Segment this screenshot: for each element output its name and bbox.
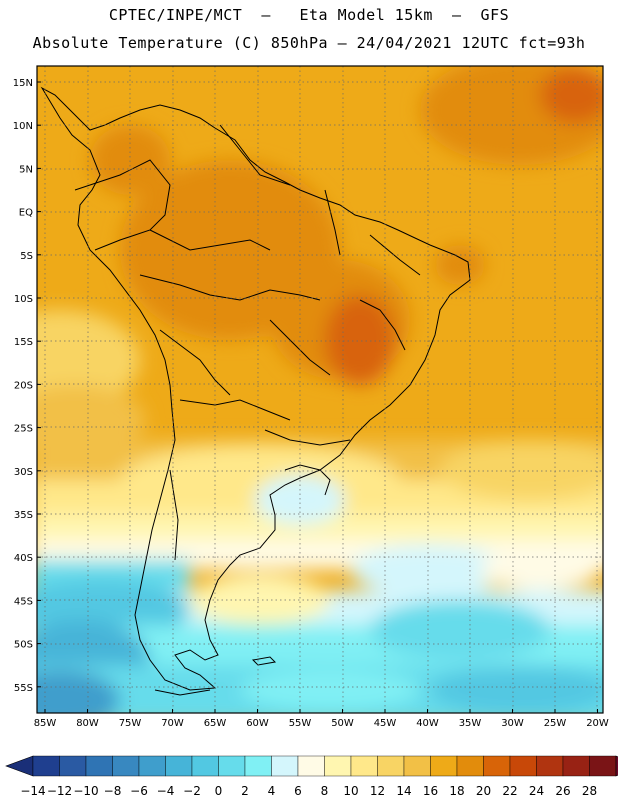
colorbar-swatch xyxy=(165,755,193,777)
lon-tick-label: 65W xyxy=(204,718,227,729)
lon-tick-label: 40W xyxy=(416,718,439,729)
coastline-outline xyxy=(40,86,471,696)
lon-tick-label: 75W xyxy=(119,718,142,729)
colorbar-swatch xyxy=(271,755,299,777)
lat-tick-label: 15N xyxy=(13,78,33,89)
colorbar-tick-label: 0 xyxy=(215,784,223,798)
colorbar-swatch xyxy=(324,755,352,777)
lon-tick-label: 55W xyxy=(289,718,312,729)
colorbar-swatch xyxy=(377,755,405,777)
colorbar-tick-label: 16 xyxy=(423,784,438,798)
colorbar-tick-label: 14 xyxy=(396,784,411,798)
colorbar-tick-label: −10 xyxy=(73,784,98,798)
colorbar-tick-label: −12 xyxy=(47,784,72,798)
colorbar-swatch xyxy=(456,755,484,777)
colorbar-tick-label: −2 xyxy=(183,784,201,798)
lon-tick-label: 20W xyxy=(586,718,609,729)
lat-tick-label: 35S xyxy=(14,510,33,521)
lat-tick-label: 25S xyxy=(14,424,33,435)
lon-tick-label: 25W xyxy=(544,718,567,729)
lat-tick-label: 5S xyxy=(20,251,33,262)
lat-tick-label: EQ xyxy=(19,208,33,219)
lon-tick-label: 60W xyxy=(246,718,269,729)
lon-tick-label: 50W xyxy=(331,718,354,729)
colorbar-swatch xyxy=(59,755,87,777)
colorbar-tick-label: 8 xyxy=(321,784,329,798)
colorbar-swatch xyxy=(138,755,166,777)
colorbar-tick-label: 26 xyxy=(555,784,570,798)
longitude-tick-labels: 85W 80W 75W 70W 65W 60W 55W 50W 45W 40W 35W 30W 25W 2… xyxy=(34,709,609,729)
lat-tick-label: 10N xyxy=(13,121,33,132)
lon-tick-label: 70W xyxy=(161,718,184,729)
lon-tick-label: 85W xyxy=(34,718,57,729)
colorbar-swatch xyxy=(297,755,325,777)
colorbar-swatch xyxy=(562,755,590,777)
colorbar-swatch xyxy=(112,755,140,777)
colorbar-tick-label: −14 xyxy=(20,784,45,798)
colorbar-swatch xyxy=(589,755,617,777)
lon-tick-label: 30W xyxy=(501,718,524,729)
colorbar-tick-label: 2 xyxy=(241,784,249,798)
colorbar-swatch xyxy=(85,755,113,777)
colorbar-swatch xyxy=(191,755,219,777)
lat-tick-label: 15S xyxy=(14,337,33,348)
colorbar-tick-label: 28 xyxy=(582,784,597,798)
lat-tick-label: 45S xyxy=(14,596,33,607)
colorbar-swatch xyxy=(32,755,60,777)
colorbar-tick-label: 20 xyxy=(476,784,491,798)
lat-tick-label: 50S xyxy=(14,640,33,651)
colorbar-tick-label: 18 xyxy=(449,784,464,798)
lat-tick-label: 55S xyxy=(14,683,33,694)
map-title-line-1: CPTEC/INPE/MCT – Eta Model 15km – GFS xyxy=(108,6,510,24)
colorbar-tick-label: 12 xyxy=(370,784,385,798)
lat-tick-label: 10S xyxy=(14,294,33,305)
colorbar-swatch xyxy=(350,755,378,777)
colorbar-under-triangle xyxy=(5,755,34,777)
colorbar-swatch xyxy=(509,755,537,777)
lon-tick-label: 80W xyxy=(76,718,99,729)
colorbar-tick-label: 6 xyxy=(294,784,302,798)
colorbar-tick-label: −8 xyxy=(104,784,122,798)
map-title-line-2: Absolute Temperature (C) 850hPa – 24/04/… xyxy=(32,34,586,52)
colorbar-tick-label: −6 xyxy=(130,784,148,798)
colorbar-tick-label: 24 xyxy=(529,784,544,798)
colorbar-swatch xyxy=(244,755,272,777)
lat-tick-label: 30S xyxy=(14,467,33,478)
colorbar-swatch xyxy=(483,755,511,777)
lon-tick-label: 35W xyxy=(459,718,482,729)
map-frame xyxy=(36,65,604,714)
colorbar-swatch xyxy=(536,755,564,777)
colorbar-swatch xyxy=(403,755,431,777)
colorbar-tick-label: −4 xyxy=(157,784,175,798)
colorbar-swatch xyxy=(218,755,246,777)
lat-tick-label: 40S xyxy=(14,553,33,564)
temperature-colorbar: −14 −12 −10 −8 −6 −4 −2 0 2 4 6 8 10 12 14 16 18 20 22 24 26… xyxy=(5,755,618,798)
colorbar-tick-label: 22 xyxy=(502,784,517,798)
lon-tick-label: 45W xyxy=(374,718,397,729)
lat-tick-label: 20S xyxy=(14,380,33,391)
lat-tick-label: 5N xyxy=(19,164,33,175)
colorbar-tick-label: 4 xyxy=(268,784,276,798)
colorbar-tick-label: 10 xyxy=(343,784,358,798)
latitude-tick-labels: 15N 10N 5N EQ 5S 10S 15S 20S 25S 30S 35S 40S 45S 50S 5… xyxy=(13,78,41,694)
colorbar-swatch xyxy=(430,755,458,777)
temperature-field xyxy=(37,66,603,713)
